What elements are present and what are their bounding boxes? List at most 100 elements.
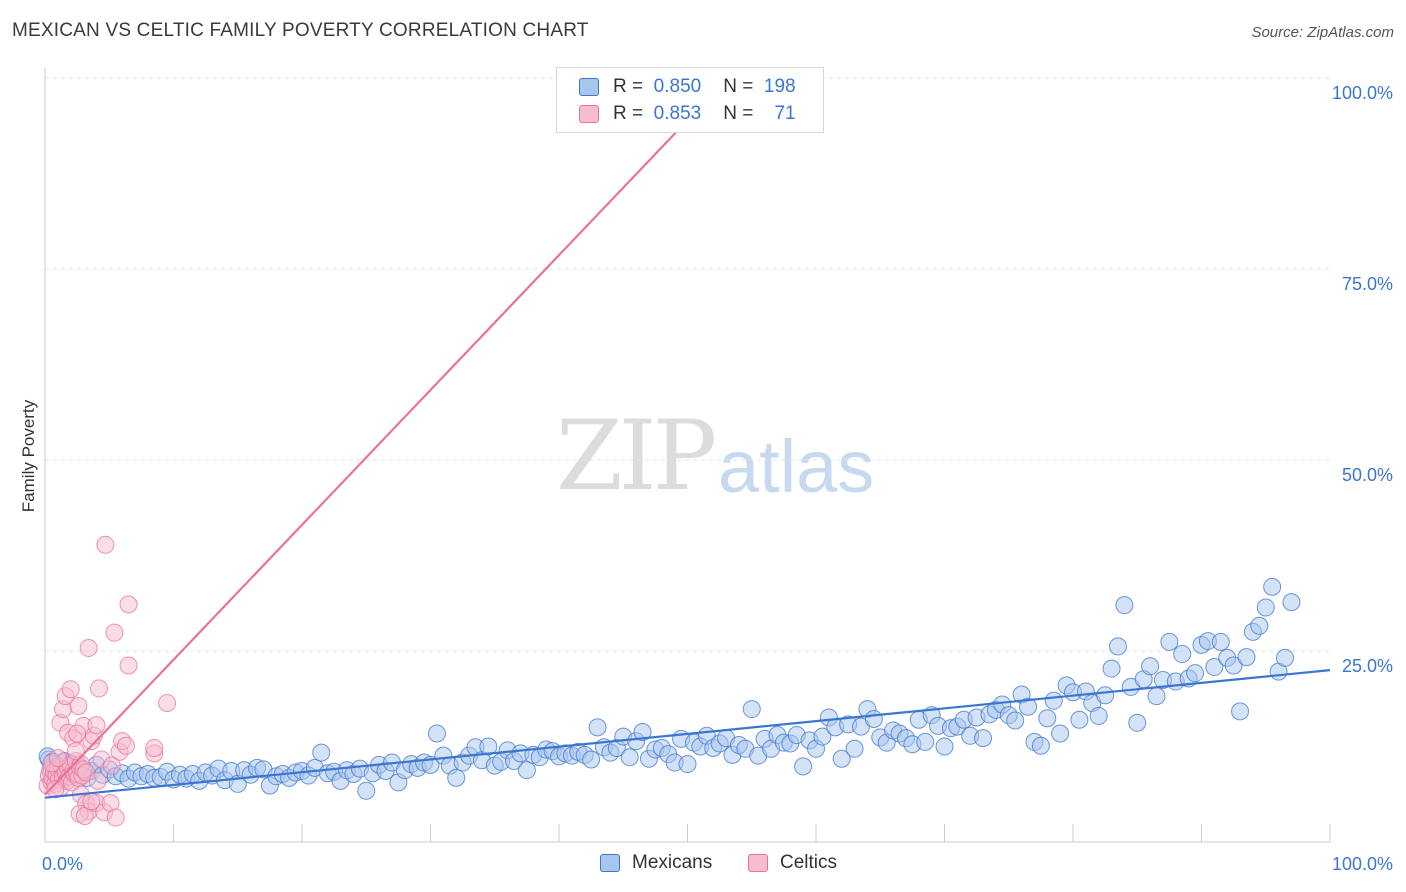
mexicans-point bbox=[1282, 593, 1301, 612]
celtics-point bbox=[89, 679, 108, 698]
mexicans-point bbox=[1051, 724, 1070, 743]
mexicans-trend-line bbox=[44, 669, 1331, 799]
mexicans-point bbox=[479, 737, 498, 756]
celtics-point bbox=[116, 736, 135, 755]
celtics-swatch bbox=[748, 854, 768, 872]
legend-n-label: N = bbox=[723, 76, 754, 97]
mexicans-point bbox=[1237, 648, 1256, 667]
mexicans-point bbox=[742, 700, 761, 719]
celtics-point bbox=[79, 638, 98, 657]
mexicans-point bbox=[794, 757, 813, 776]
mexicans-point bbox=[1205, 658, 1224, 677]
y-tick-label: 75.0% bbox=[1342, 274, 1393, 294]
mexicans-point bbox=[935, 737, 954, 756]
mexicans-point bbox=[813, 727, 832, 746]
mexicans-point bbox=[1211, 632, 1230, 651]
mexicans-point bbox=[1250, 616, 1269, 635]
celtics-point bbox=[68, 724, 87, 743]
celtics-point bbox=[119, 656, 138, 675]
mexicans-point bbox=[1231, 702, 1250, 721]
legend-r-value: 0.853 bbox=[653, 103, 702, 124]
mexicans-point bbox=[620, 748, 639, 767]
celtics-swatch bbox=[579, 105, 599, 123]
mexicans-point bbox=[517, 761, 536, 780]
y-tick-label: 25.0% bbox=[1342, 656, 1393, 676]
x-tick-label: 100.0% bbox=[1332, 854, 1393, 874]
mexicans-point bbox=[1160, 632, 1179, 651]
legend-n-value: 71 bbox=[774, 103, 796, 124]
x-tick-label: 0.0% bbox=[42, 854, 83, 874]
mexicans-point bbox=[1115, 596, 1134, 615]
mexicans-point bbox=[588, 718, 607, 737]
mexicans-point bbox=[427, 724, 446, 743]
mexicans-point bbox=[1276, 648, 1295, 667]
mexicans-point bbox=[1089, 706, 1108, 725]
mexicans-point bbox=[582, 750, 601, 769]
celtics-point bbox=[105, 623, 124, 642]
mexicans-swatch bbox=[579, 78, 599, 96]
watermark-zip: ZIP bbox=[556, 400, 717, 512]
series-legend: Mexicans Celtics bbox=[0, 852, 1406, 878]
mexicans-swatch bbox=[600, 854, 620, 872]
mexicans-point bbox=[974, 729, 993, 748]
chart-title: MEXICAN VS CELTIC FAMILY POVERTY CORRELA… bbox=[12, 20, 589, 41]
celtics-point bbox=[158, 693, 177, 712]
mexicans-point bbox=[1256, 598, 1275, 617]
celtics-point bbox=[66, 742, 85, 761]
celtics-point bbox=[145, 739, 164, 758]
mexicans-point bbox=[633, 722, 652, 741]
mexicans-point bbox=[1019, 697, 1038, 716]
legend-label-celtics: Celtics bbox=[780, 852, 838, 873]
celtics-point bbox=[48, 748, 67, 767]
celtics-point bbox=[96, 535, 115, 554]
mexicans-point bbox=[1128, 713, 1147, 732]
legend-row-mexicans: R = 0.850 N = 198 bbox=[579, 74, 796, 100]
mexicans-point bbox=[864, 709, 883, 728]
celtics-point bbox=[87, 716, 106, 735]
stats-legend: R = 0.850 N = 198 R = 0.853 N = 71 bbox=[556, 67, 824, 133]
legend-n-label: N = bbox=[723, 103, 754, 124]
mexicans-point bbox=[357, 781, 376, 800]
mexicans-point bbox=[1108, 637, 1127, 656]
mexicans-point bbox=[1038, 709, 1057, 728]
mexicans-point bbox=[1186, 664, 1205, 683]
celtics-point bbox=[88, 771, 107, 790]
celtics-trend-line bbox=[44, 115, 693, 796]
source-label: Source: ZipAtlas.com bbox=[1251, 24, 1394, 41]
watermark-atlas: atlas bbox=[718, 425, 875, 508]
celtics-point bbox=[106, 808, 125, 827]
y-tick-label: 50.0% bbox=[1342, 465, 1393, 485]
celtics-point bbox=[102, 756, 121, 775]
mexicans-point bbox=[1070, 710, 1089, 729]
mexicans-point bbox=[1031, 736, 1050, 755]
mexicans-point bbox=[1224, 656, 1243, 675]
legend-r-label: R = bbox=[613, 76, 644, 97]
mexicans-point bbox=[845, 739, 864, 758]
legend-item-mexicans[interactable]: Mexicans bbox=[600, 852, 712, 874]
legend-r-value: 0.850 bbox=[653, 76, 702, 97]
legend-row-celtics: R = 0.853 N = 71 bbox=[579, 101, 796, 127]
celtics-point bbox=[46, 780, 65, 799]
mexicans-point bbox=[1173, 645, 1192, 664]
y-tick-label: 100.0% bbox=[1332, 83, 1393, 103]
legend-n-value: 198 bbox=[763, 76, 796, 97]
legend-item-celtics[interactable]: Celtics bbox=[748, 852, 837, 874]
mexicans-point bbox=[1044, 691, 1063, 710]
mexicans-point bbox=[678, 755, 697, 774]
legend-r-label: R = bbox=[613, 103, 644, 124]
mexicans-point bbox=[447, 768, 466, 787]
celtics-point bbox=[69, 697, 88, 716]
mexicans-point bbox=[312, 743, 331, 762]
mexicans-point bbox=[1096, 686, 1115, 705]
mexicans-point bbox=[1147, 687, 1166, 706]
mexicans-point bbox=[916, 732, 935, 751]
celtics-point bbox=[119, 595, 138, 614]
celtics-point bbox=[61, 680, 80, 699]
mexicans-point bbox=[832, 749, 851, 768]
legend-label-mexicans: Mexicans bbox=[632, 852, 713, 873]
mexicans-point bbox=[1102, 659, 1121, 678]
mexicans-point bbox=[1006, 711, 1025, 730]
mexicans-point bbox=[1263, 577, 1282, 596]
mexicans-point bbox=[1141, 657, 1160, 676]
